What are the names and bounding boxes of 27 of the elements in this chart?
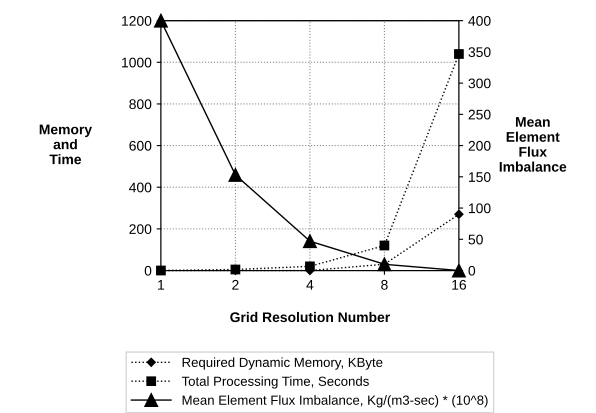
- y2-axis-title: Mean Element Flux Imbalance: [500, 117, 566, 172]
- y2-tick-label: 250: [468, 110, 491, 120]
- y-tick-label: 1200: [122, 16, 152, 26]
- y-tick-label: 800: [129, 99, 152, 110]
- x-tick-label: 8: [381, 280, 388, 290]
- y2-tick-label: 300: [468, 78, 491, 88]
- y2-tick-label: 100: [469, 203, 491, 214]
- y2-tick-label: 400: [468, 16, 491, 26]
- x-tick-label: 4: [306, 280, 314, 290]
- y2-tick-label: 350: [468, 47, 491, 58]
- x-axis-title: Grid Resolution Number: [230, 312, 390, 322]
- y2-tick-label: 200: [468, 140, 491, 151]
- y2-tick-label: 0: [468, 266, 476, 276]
- y-tick-label: 600: [129, 140, 152, 151]
- x-tick-label: 1: [158, 280, 164, 290]
- legend-label: Total Processing Time, Seconds: [182, 376, 369, 389]
- x-tick-label: 2: [232, 280, 239, 290]
- y-axis-title: Memory and Time: [40, 124, 92, 164]
- x-tick-label: 16: [452, 280, 466, 290]
- legend-label: Required Dynamic Memory, KByte: [182, 357, 382, 370]
- y-tick-label: 0: [144, 266, 152, 276]
- y-tick-label: 400: [129, 182, 152, 192]
- y-tick-label: 1000: [122, 58, 152, 68]
- legend-label: Mean Element Flux Imbalance, Kg/(m3-sec) * (10^8): [182, 395, 488, 408]
- y2-tick-label: 50: [468, 234, 483, 244]
- y-tick-label: 200: [129, 224, 152, 234]
- y2-tick-label: 150: [469, 172, 491, 182]
